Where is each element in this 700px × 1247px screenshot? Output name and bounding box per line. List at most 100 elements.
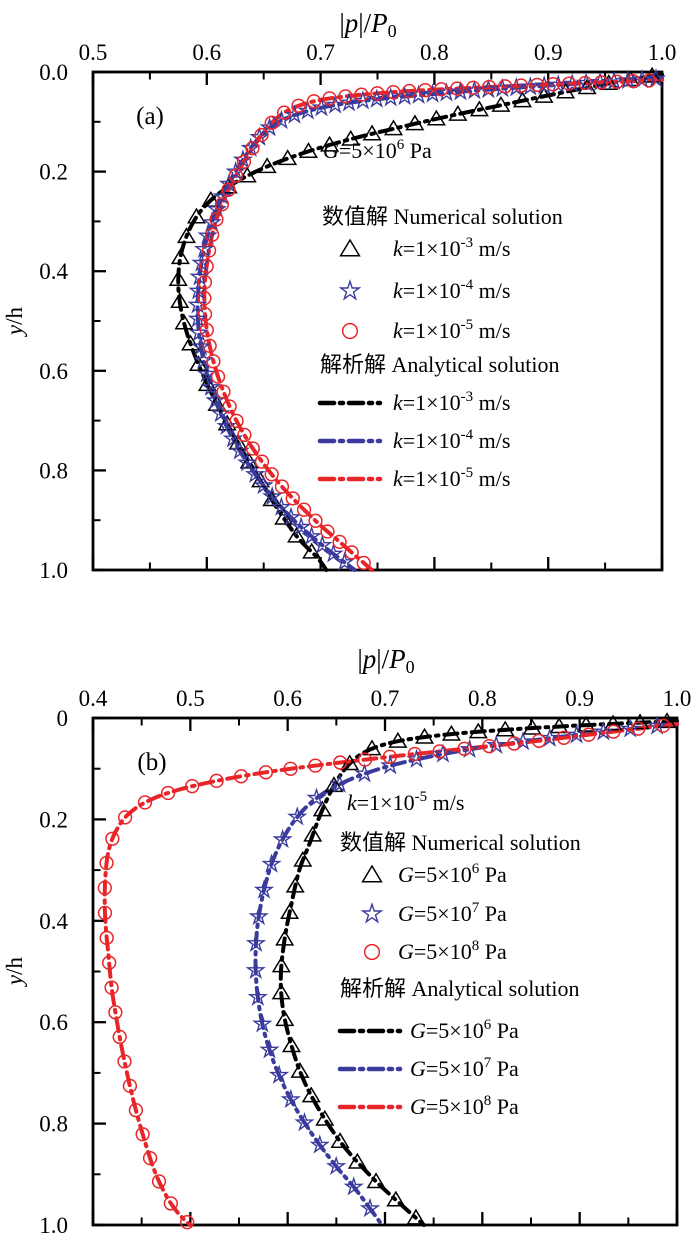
triangle-marker-icon [280,903,300,920]
triangle-marker-icon [287,526,307,543]
circle-marker-icon [199,259,214,274]
circle-marker-icon [370,86,385,101]
circle-marker-icon [245,441,260,456]
circle-marker-icon [205,227,220,242]
star-marker-icon [259,116,280,137]
circle-marker-icon [291,98,306,113]
circle-marker-icon [221,182,236,197]
triangle-marker-icon [274,508,294,525]
circle-marker-icon [258,765,273,780]
circle-marker-icon [210,369,226,384]
star-marker-icon [593,721,614,741]
star-marker-icon [354,763,375,783]
legend-label-b-ana-G8: G=5×108 Pa [410,1093,519,1119]
star-marker-icon [212,185,233,206]
circle-marker-icon [108,1005,123,1020]
x-tick-label: 0.9 [534,40,563,65]
y-tick-label: 1.0 [39,1213,68,1238]
circle-marker-icon [274,479,290,494]
star-marker-icon [271,496,292,516]
legend-label-b-num-G6: G=5×106 Pa [398,861,507,887]
y-tick-label: 0.8 [39,458,68,483]
circle-marker-icon [142,1150,158,1166]
star-marker-icon [259,1039,280,1059]
star-marker-icon [248,905,269,926]
circle-marker-icon [137,795,153,810]
star-marker-icon [193,238,215,258]
circle-marker-icon [206,354,221,369]
star-marker-icon [188,322,210,342]
star-marker-icon [422,83,443,103]
circle-marker-icon [128,1102,144,1118]
star-marker-icon [534,75,555,95]
triangle-marker-icon [319,135,340,152]
y-ticks-a: 0.0 0.2 0.4 0.6 0.8 1.0 [39,60,106,583]
triangle-marker-icon [271,956,291,973]
star-marker-icon [237,452,258,472]
legend-label-b-ana-G7: G=5×107 Pa [410,1055,519,1081]
star-marker-icon [216,415,237,435]
star-marker-icon [312,534,333,554]
x-tick-label: 1.0 [648,40,677,65]
star-marker-icon [190,336,211,356]
triangle-marker-icon [275,1010,295,1027]
star-marker-icon [338,279,362,301]
triangle-marker-icon [302,542,322,559]
star-marker-icon [187,294,208,314]
star-marker-icon [268,1064,290,1084]
circle-marker-icon [581,727,596,742]
star-marker-icon [334,551,355,571]
circle-marker-icon [276,105,292,120]
circle-marker-icon [556,730,571,745]
triangle-marker-icon [576,715,596,732]
triangle-marker-icon [168,270,188,287]
triangle-marker-icon [366,1172,386,1189]
star-marker-icon [436,82,457,102]
triangle-marker-icon [271,983,291,1000]
triangle-marker-icon [657,712,677,729]
circle-marker-icon [209,773,224,788]
x-tick-label: 0.5 [176,686,205,711]
star-marker-icon [359,1197,381,1218]
circle-marker-icon [228,168,244,183]
circle-marker-icon [202,338,217,353]
circle-marker-icon [631,721,646,736]
star-marker-icon [261,853,282,873]
star-marker-icon [306,787,327,807]
star-marker-icon [210,402,231,423]
circle-marker-icon [306,94,322,109]
circle-marker-icon [236,154,252,169]
triangle-marker-icon [405,114,425,131]
triangle-marker-icon [361,864,383,883]
circle-marker-icon [641,73,657,88]
triangle-marker-icon [339,238,361,257]
circle-marker-icon [254,454,270,469]
triangle-marker-icon [170,248,190,265]
star-marker-icon [196,363,217,383]
axis-title-a: |p|/P0 [339,8,396,41]
triangle-marker-icon [415,727,435,744]
circle-marker-icon [320,524,335,539]
triangle-marker-icon [312,800,332,817]
x-tick-label: 1.0 [663,686,692,711]
triangle-marker-icon [186,207,206,224]
star-marker-icon [603,70,625,91]
y-tick-label: 0.4 [39,259,68,284]
triangle-marker-icon [341,129,361,146]
y-tick-label: 0.4 [39,909,68,934]
star-marker-icon [200,376,222,397]
star-marker-icon [620,718,641,738]
star-marker-icon [253,879,275,899]
legend-label-a-ana-k5: k=1×10-5 m/s [393,465,510,491]
x-tick-label: 0.7 [306,40,335,65]
y-tick-label: 0.0 [39,60,68,85]
triangle-marker-icon [534,86,554,103]
y-tick-label: 1.0 [39,558,68,583]
circle-marker-icon [105,831,120,846]
circle-marker-icon [450,81,465,96]
circle-marker-icon [344,545,359,560]
numerical-markers-b-num-G6 [271,712,677,1225]
star-marker-icon [380,87,401,107]
star-marker-icon [506,77,527,97]
panel-b: |p|/P0 y/h (b) 0.4 0.5 0.6 0.7 0.8 0.9 1.0 0 0.2 0.4… [2,644,691,1238]
